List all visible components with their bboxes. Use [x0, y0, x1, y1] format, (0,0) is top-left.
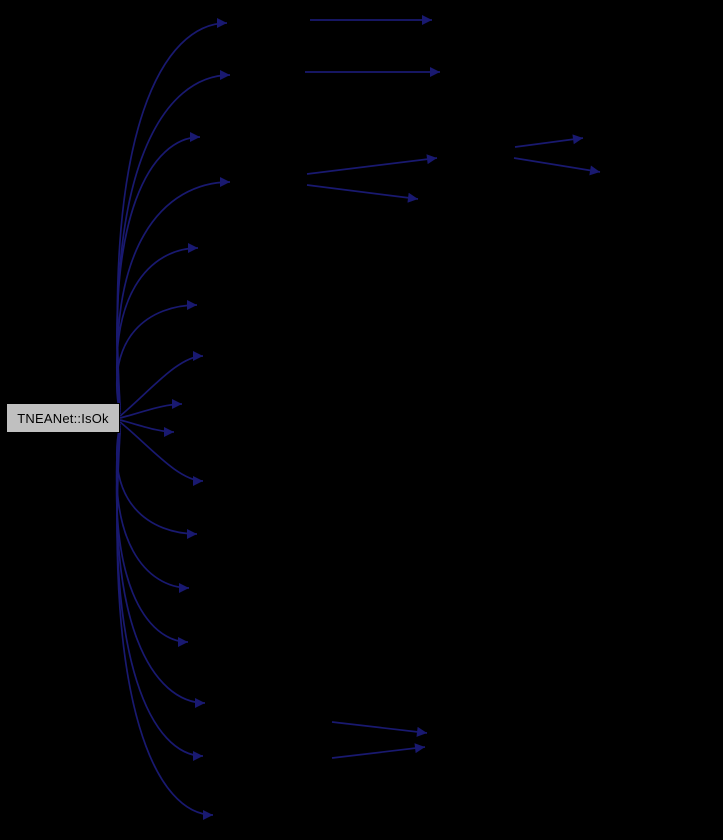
- call-edge: [119, 421, 204, 486]
- call-edge: [514, 134, 584, 148]
- call-edge: [513, 157, 601, 176]
- call-edge: [331, 721, 428, 737]
- call-edge: [115, 243, 199, 413]
- call-edge: [306, 184, 419, 203]
- call-edge: [115, 423, 198, 539]
- call-edge: [119, 399, 183, 419]
- call-edge: [115, 300, 198, 415]
- call-edge: [116, 177, 231, 411]
- call-edge: [116, 430, 204, 761]
- root-node-label: TNEANet::IsOk: [17, 410, 109, 426]
- call-edge: [116, 428, 206, 708]
- call-edge: [331, 743, 426, 759]
- call-edge: [116, 70, 231, 408]
- call-edge: [116, 132, 201, 410]
- call-edge: [116, 432, 214, 820]
- call-edge: [119, 351, 204, 417]
- call-edge: [119, 419, 175, 437]
- call-edge: [306, 154, 438, 175]
- call-edge: [116, 18, 228, 406]
- root-node[interactable]: TNEANet::IsOk: [6, 403, 120, 433]
